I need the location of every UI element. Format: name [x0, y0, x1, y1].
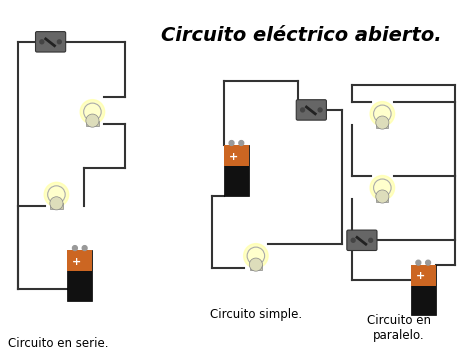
Text: Circuito en
paralelo.: Circuito en paralelo. — [367, 314, 431, 342]
Text: +: + — [229, 152, 238, 161]
Text: Circuito eléctrico abierto.: Circuito eléctrico abierto. — [161, 26, 442, 45]
Circle shape — [50, 197, 63, 210]
Bar — [410, 265, 436, 286]
Circle shape — [44, 182, 69, 207]
Bar — [86, 121, 99, 126]
Circle shape — [374, 105, 391, 122]
Circle shape — [82, 246, 87, 251]
Circle shape — [86, 114, 99, 127]
Circle shape — [40, 40, 44, 44]
Circle shape — [57, 40, 61, 44]
Circle shape — [73, 246, 77, 251]
FancyBboxPatch shape — [347, 230, 377, 251]
Circle shape — [416, 260, 421, 265]
Text: +: + — [416, 271, 425, 281]
FancyBboxPatch shape — [36, 32, 66, 52]
Circle shape — [376, 116, 389, 129]
Bar — [224, 145, 249, 195]
Circle shape — [48, 186, 65, 203]
Circle shape — [426, 260, 430, 265]
Circle shape — [229, 141, 234, 145]
Text: +: + — [72, 257, 82, 267]
Circle shape — [370, 102, 395, 126]
Text: Circuito simple.: Circuito simple. — [210, 308, 302, 321]
Circle shape — [239, 141, 244, 145]
Bar — [224, 145, 249, 166]
Bar — [67, 250, 92, 301]
Bar — [410, 265, 436, 315]
Bar — [376, 197, 389, 202]
Bar — [67, 250, 92, 271]
Circle shape — [249, 258, 263, 271]
Circle shape — [370, 175, 395, 200]
Circle shape — [376, 190, 389, 203]
Bar — [376, 122, 389, 129]
Bar — [250, 265, 262, 270]
Circle shape — [247, 247, 264, 265]
Circle shape — [84, 103, 101, 121]
Text: Circuito en serie.: Circuito en serie. — [8, 337, 108, 350]
FancyBboxPatch shape — [296, 100, 327, 120]
Circle shape — [244, 243, 268, 268]
Circle shape — [301, 108, 304, 112]
Circle shape — [369, 238, 373, 242]
Circle shape — [80, 100, 105, 124]
Circle shape — [351, 238, 355, 242]
Circle shape — [374, 179, 391, 197]
Circle shape — [318, 108, 322, 112]
Bar — [50, 203, 63, 209]
